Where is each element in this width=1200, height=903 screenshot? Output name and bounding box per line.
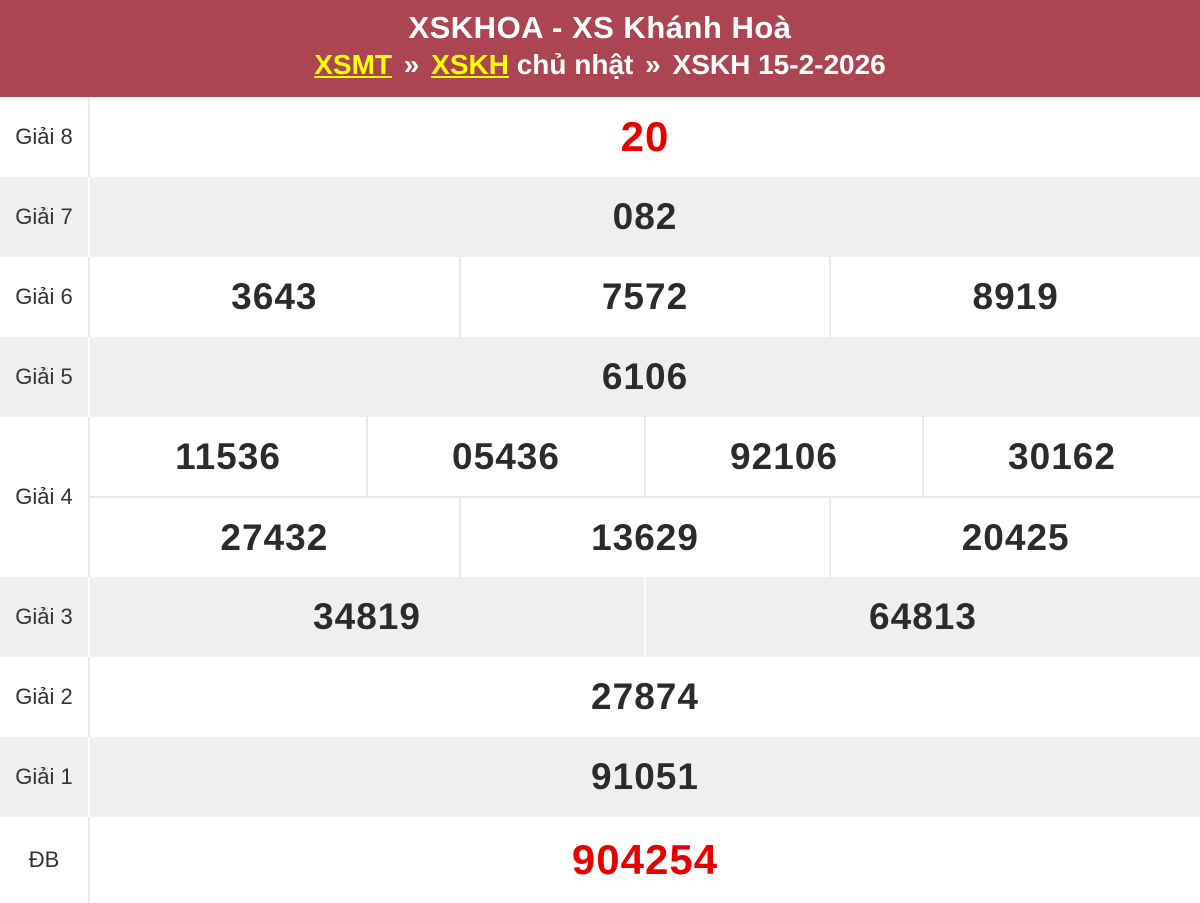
breadcrumb-link-xsmt[interactable]: XSMT [314,49,392,80]
header: XSKHOA - XS Khánh Hoà XSMT » XSKH chủ nh… [0,0,1200,97]
prize-row-giai-2: Giải 2 27874 [0,657,1200,737]
prize-label-giai-1: Giải 1 [0,737,90,817]
prize-label-giai-3: Giải 3 [0,577,90,657]
breadcrumb: XSMT » XSKH chủ nhật » XSKH 15-2-2026 [0,48,1200,82]
prize-number-giai-8: 20 [620,113,670,160]
prize-row-giai-4: Giải 4 11536 05436 92106 30162 27432 136… [0,417,1200,577]
prize-row-giai-3: Giải 3 34819 64813 [0,577,1200,657]
prize-number-giai-4-4: 30162 [922,417,1200,496]
breadcrumb-day-text: chủ nhật [516,49,634,80]
prize-row-giai-7: Giải 7 082 [0,177,1200,257]
breadcrumb-current: XSKH 15-2-2026 [672,49,886,80]
prize-label-giai-5: Giải 5 [0,337,90,417]
prize-number-giai-1: 91051 [591,756,699,797]
prize-number-giai-5: 6106 [601,356,689,397]
prize-number-giai-2: 27874 [591,676,699,717]
prize-row-giai-1: Giải 1 91051 [0,737,1200,817]
prize-number-giai-3-1: 34819 [313,596,421,637]
prize-row-giai-8: Giải 8 20 [0,97,1200,177]
prize-row-db: ĐB 904254 [0,817,1200,903]
prize-label-giai-4: Giải 4 [0,417,90,577]
prize-number-giai-6-3: 8919 [829,257,1200,337]
prize-number-giai-6-2: 7572 [458,257,830,337]
prize-label-giai-2: Giải 2 [0,657,90,737]
page-title: XSKHOA - XS Khánh Hoà [408,10,792,45]
prize-label-giai-6: Giải 6 [0,257,90,337]
prize-number-giai-4-7: 20425 [829,498,1200,577]
prize-number-giai-6-1: 3643 [231,276,318,317]
prize-number-giai-4-3: 92106 [644,417,922,496]
prize-row-giai-5: Giải 5 6106 [0,337,1200,417]
prize-number-giai-4-5: 27432 [220,516,329,558]
prize-number-giai-4-1: 11536 [175,435,281,477]
breadcrumb-separator-2: » [645,49,661,80]
breadcrumb-separator-1: » [403,49,420,80]
prize-label-giai-7: Giải 7 [0,177,90,257]
prize-label-giai-8: Giải 8 [0,97,90,177]
prize-number-giai-4-2: 05436 [366,417,644,496]
results-table: Giải 8 20 Giải 7 082 Giải 6 3643 7572 89… [0,97,1200,903]
prize-number-giai-3-2: 64813 [644,577,1200,657]
prize-label-db: ĐB [0,817,90,903]
breadcrumb-link-xskh[interactable]: XSKH [431,49,509,80]
prize-number-db: 904254 [571,836,719,883]
prize-row-giai-6: Giải 6 3643 7572 8919 [0,257,1200,337]
prize-number-giai-7: 082 [612,196,678,237]
prize-number-giai-4-6: 13629 [458,498,830,577]
